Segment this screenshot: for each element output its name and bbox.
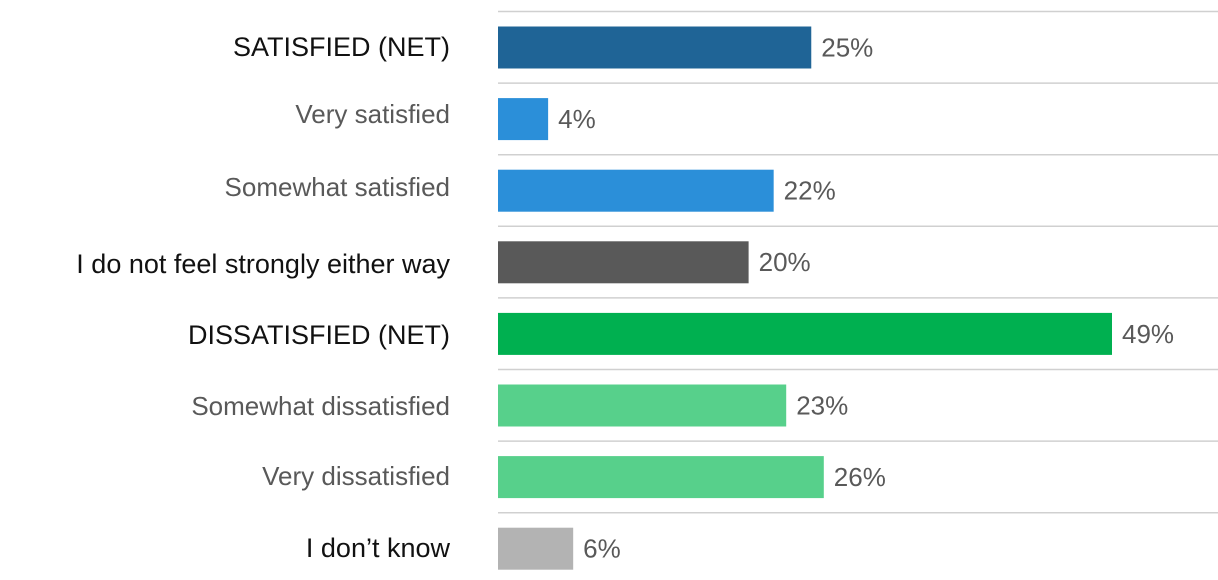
value-label: 6% xyxy=(583,534,621,564)
bar xyxy=(498,169,774,212)
value-label: 23% xyxy=(796,390,848,420)
bar xyxy=(498,456,824,499)
category-label: DISSATISFIED (NET) xyxy=(188,320,450,350)
value-label: 22% xyxy=(784,176,836,206)
bar xyxy=(498,241,749,284)
category-label: SATISFIED (NET) xyxy=(233,32,450,62)
value-label: 25% xyxy=(821,32,873,62)
category-label: Very dissatisfied xyxy=(262,461,450,491)
value-label: 49% xyxy=(1122,319,1174,349)
category-label: Somewhat dissatisfied xyxy=(191,391,450,421)
value-label: 20% xyxy=(759,247,811,277)
category-label: I do not feel strongly either way xyxy=(76,249,450,279)
bar xyxy=(498,384,787,427)
bar xyxy=(498,26,812,69)
bar xyxy=(498,98,549,141)
value-label: 4% xyxy=(558,104,596,134)
category-label: Somewhat satisfied xyxy=(225,172,450,202)
value-label: 26% xyxy=(834,462,886,492)
category-label: I don’t know xyxy=(306,533,451,563)
bar xyxy=(498,527,574,570)
category-label: Very satisfied xyxy=(295,99,450,129)
bar xyxy=(498,312,1112,355)
